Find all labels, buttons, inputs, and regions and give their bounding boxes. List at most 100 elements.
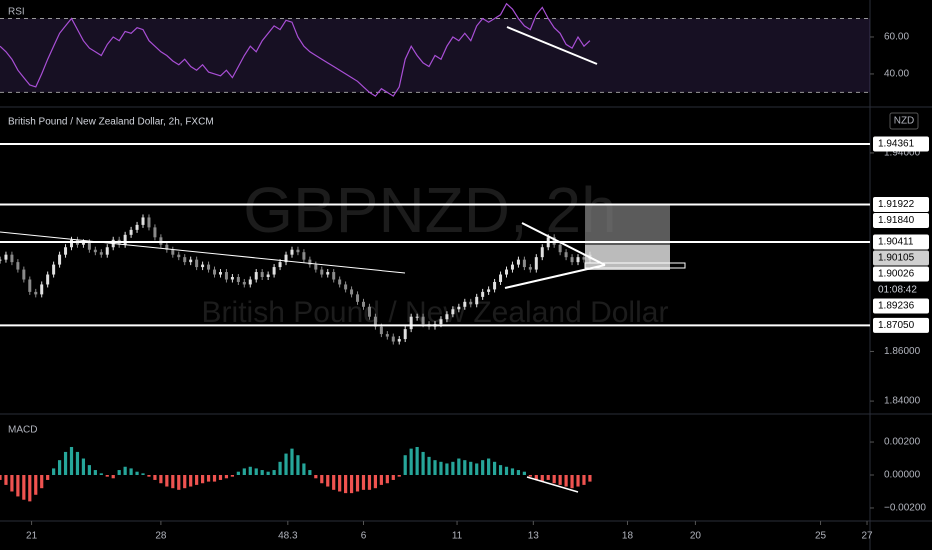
candle — [314, 264, 318, 270]
candle — [493, 281, 497, 290]
candle — [570, 257, 574, 263]
candle — [469, 301, 473, 305]
macd-bar — [230, 475, 234, 477]
macd-bar — [349, 475, 354, 494]
macd-bar — [373, 475, 378, 489]
candle — [189, 259, 193, 263]
x-tick-label: 48.3 — [278, 531, 298, 542]
x-tick-label: 13 — [528, 531, 540, 542]
macd-bar — [40, 475, 44, 489]
y-tick-label: 1.94000 — [884, 148, 921, 159]
macd-bar — [183, 475, 187, 489]
candle — [499, 274, 503, 282]
candle — [141, 217, 145, 225]
candle — [385, 334, 389, 337]
candle — [70, 239, 74, 248]
macd-bar — [206, 475, 211, 482]
macd-bar — [0, 475, 2, 480]
price-marker-box — [873, 266, 929, 282]
candle — [4, 254, 8, 260]
macd-bar — [570, 475, 574, 489]
candle — [81, 242, 85, 245]
candle — [534, 257, 538, 270]
candle — [87, 242, 91, 250]
macd-bar — [278, 461, 282, 475]
y-tick-label: 0.00200 — [884, 437, 921, 448]
x-tick-label: 27 — [861, 531, 873, 542]
price-marker-box — [873, 298, 929, 314]
candle — [93, 249, 97, 253]
candle — [481, 291, 485, 297]
macd-bar — [379, 475, 383, 485]
candle — [290, 249, 294, 255]
candle — [236, 277, 240, 282]
candle — [516, 259, 520, 265]
price-title: British Pound / New Zealand Dollar, 2h, … — [8, 117, 214, 128]
macd-bar — [212, 475, 217, 482]
macd-bar — [403, 455, 407, 475]
macd-bar — [260, 470, 264, 475]
macd-bar — [22, 475, 26, 500]
level-label: 1.94361 — [878, 139, 915, 150]
macd-bar — [28, 475, 32, 502]
macd-bar — [355, 475, 360, 492]
macd-bar — [290, 448, 294, 475]
candle — [326, 272, 330, 275]
macd-bar — [81, 458, 86, 475]
candle — [397, 339, 401, 342]
macd-bar — [52, 468, 56, 475]
level-label: 1.90411 — [878, 237, 914, 248]
y-tick-label: 1.84000 — [884, 396, 921, 407]
macd-title: MACD — [8, 425, 37, 436]
macd-bar — [397, 475, 401, 477]
macd-bar — [510, 468, 515, 475]
macd-bar — [105, 475, 109, 477]
price-marker-box — [873, 212, 929, 228]
candle — [415, 316, 419, 318]
macd-bar — [475, 463, 479, 475]
candle — [64, 247, 68, 255]
candle — [409, 316, 413, 330]
macd-bar — [540, 475, 544, 482]
macd-bar — [254, 468, 258, 475]
macd-bar — [117, 470, 121, 475]
candle — [58, 254, 62, 265]
macd-bar — [159, 475, 163, 484]
x-tick-label: 20 — [690, 531, 702, 542]
macd-bar — [314, 475, 318, 479]
y-tick-label: 1.86000 — [884, 346, 921, 357]
candle — [129, 229, 133, 235]
candle — [505, 269, 509, 275]
candle — [165, 244, 169, 250]
rsi-line — [0, 2, 591, 97]
candle — [338, 279, 342, 285]
candle — [391, 336, 395, 342]
candle — [230, 277, 234, 280]
candle — [123, 234, 127, 245]
macd-bar — [57, 460, 62, 475]
level-label-box — [873, 196, 929, 212]
macd-bar — [87, 465, 91, 475]
candle — [218, 272, 222, 275]
candle — [403, 329, 407, 340]
macd-bar — [415, 446, 419, 475]
trend-line — [521, 222, 606, 266]
macd-bar — [439, 461, 443, 475]
macd-bar — [338, 475, 342, 492]
macd-bar — [296, 455, 300, 475]
macd-bar — [147, 475, 151, 477]
currency-box — [889, 112, 919, 130]
macd-bar — [588, 475, 592, 482]
x-tick-label: 25 — [815, 531, 827, 542]
macd-bar — [10, 475, 14, 492]
macd-bar — [451, 461, 455, 475]
macd-bar — [272, 470, 276, 475]
candle — [278, 262, 282, 268]
candle — [576, 257, 580, 263]
candle — [540, 247, 544, 258]
macd-bar — [111, 475, 115, 479]
macd-bar — [248, 466, 252, 475]
trend-line — [0, 231, 406, 274]
macd-bar — [195, 475, 199, 485]
